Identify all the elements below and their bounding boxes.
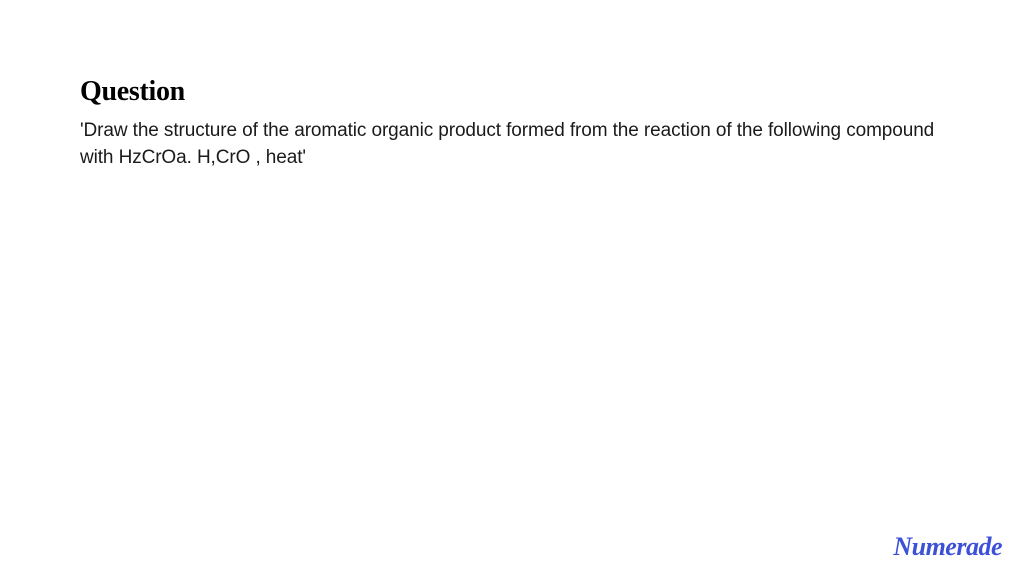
brand-logo: Numerade bbox=[893, 532, 1002, 562]
question-body: 'Draw the structure of the aromatic orga… bbox=[80, 118, 944, 171]
question-heading: Question bbox=[80, 76, 944, 108]
content-region: Question 'Draw the structure of the arom… bbox=[0, 0, 1024, 171]
